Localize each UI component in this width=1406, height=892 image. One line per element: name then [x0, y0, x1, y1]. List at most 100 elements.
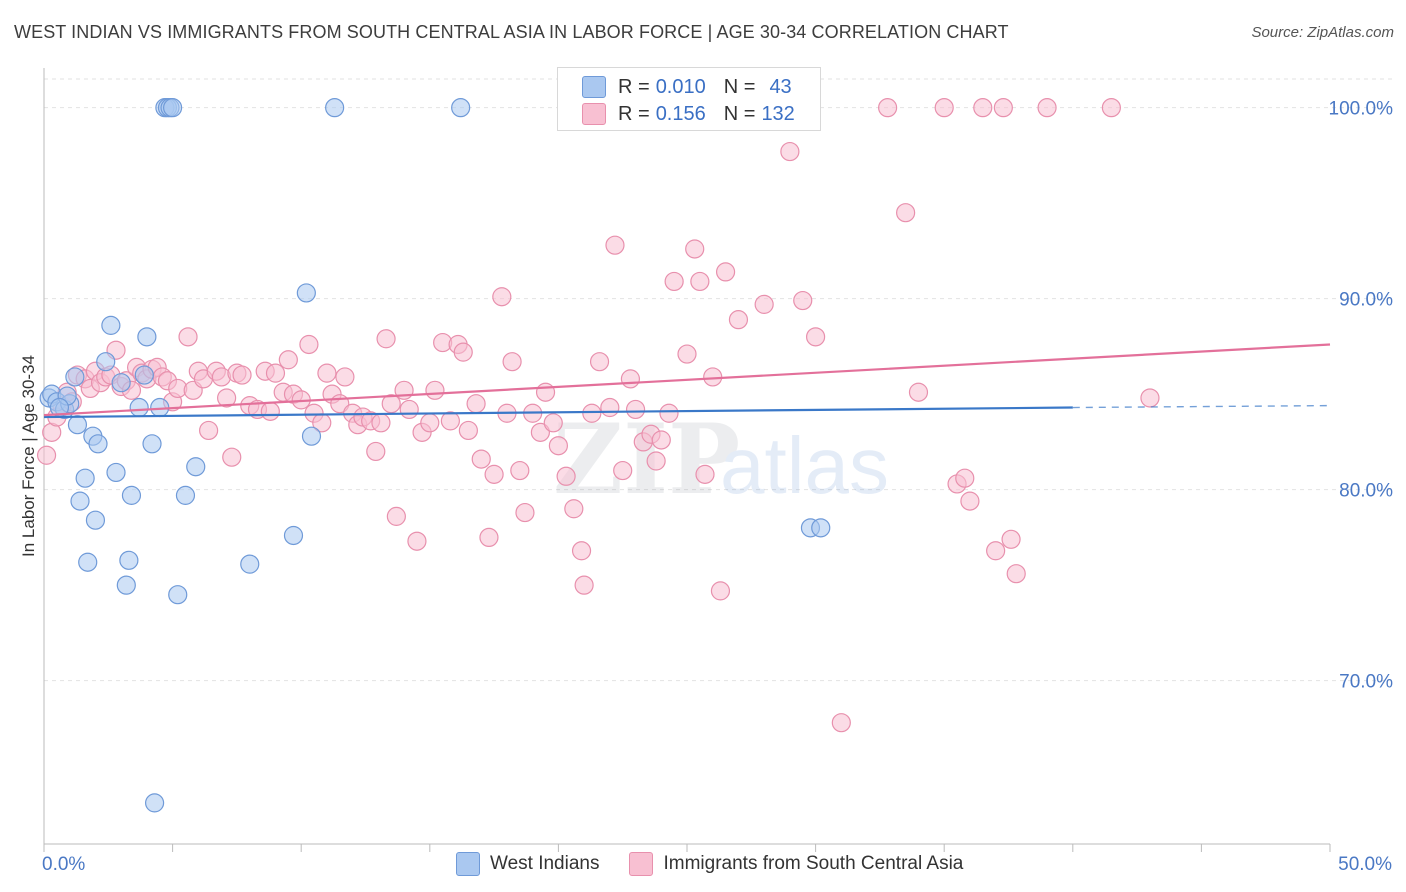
data-point — [96, 352, 116, 372]
data-point — [605, 235, 625, 255]
legend-swatch-immigrants — [629, 852, 654, 876]
data-point — [620, 369, 641, 389]
legend-r-value: 0.156 — [655, 102, 706, 125]
data-point — [811, 518, 831, 538]
data-point — [664, 271, 684, 292]
data-point — [728, 310, 749, 330]
data-point — [67, 415, 88, 435]
data-point — [685, 239, 705, 259]
legend-n-value: 43 — [769, 75, 792, 98]
data-point — [116, 575, 136, 595]
watermark-atlas: atlas — [720, 421, 889, 510]
data-point — [535, 382, 556, 402]
y-tick-label: 100.0% — [1329, 99, 1394, 120]
data-point — [175, 485, 196, 505]
data-point — [376, 329, 396, 349]
data-point — [144, 793, 165, 813]
data-point — [36, 445, 57, 465]
data-point — [129, 397, 149, 418]
data-point — [993, 98, 1013, 118]
data-point — [934, 98, 954, 118]
data-point — [690, 271, 710, 292]
data-point — [119, 550, 139, 570]
watermark-zip: ZIP — [553, 403, 740, 516]
y-tick-label: 80.0% — [1339, 481, 1393, 502]
legend-r-label: R = — [618, 102, 650, 125]
data-point — [695, 464, 715, 484]
data-point — [955, 468, 975, 488]
data-point — [142, 434, 162, 454]
legend-r-value: 0.010 — [655, 75, 706, 98]
legend-r-label: R = — [618, 75, 650, 98]
data-point — [613, 460, 633, 481]
data-point — [625, 399, 646, 420]
data-point — [278, 350, 298, 370]
legend-item-west-indians: West Indians — [456, 852, 599, 876]
data-point — [283, 525, 304, 546]
data-point — [908, 382, 929, 402]
source-credit: Source: ZipAtlas.com — [1251, 24, 1394, 41]
trend-line-west-indians-extension — [1072, 404, 1331, 409]
data-point — [451, 98, 471, 118]
data-point — [1101, 98, 1121, 118]
data-point — [325, 98, 345, 118]
y-tick-label: 70.0% — [1339, 672, 1393, 693]
data-point — [651, 430, 671, 450]
data-point — [780, 141, 800, 162]
trend-line-west-indians — [43, 406, 1073, 419]
x-tick-label: 0.0% — [42, 854, 85, 875]
data-point — [85, 510, 106, 530]
legend-swatch-blue — [582, 76, 606, 98]
data-point — [381, 394, 401, 414]
stats-legend: R = 0.010 N = 43 R = 0.156 N = 132 — [557, 67, 821, 131]
data-point — [168, 585, 188, 605]
data-point — [543, 413, 563, 433]
data-point — [301, 426, 322, 446]
data-point — [366, 441, 386, 462]
trend-line-immigrants — [43, 343, 1331, 417]
data-point — [1001, 529, 1021, 549]
watermark: ZIP atlas — [553, 403, 889, 516]
data-point — [878, 98, 898, 118]
data-point — [973, 98, 993, 118]
data-point — [299, 334, 319, 355]
data-point — [548, 436, 569, 456]
data-point — [1006, 564, 1026, 584]
data-point — [186, 457, 206, 477]
data-point — [335, 367, 355, 387]
data-point — [425, 380, 445, 400]
data-point — [574, 575, 594, 595]
data-point — [88, 434, 108, 454]
data-point — [386, 506, 406, 526]
data-point — [137, 327, 157, 347]
data-point — [265, 363, 286, 383]
data-point — [106, 462, 126, 483]
data-point — [896, 203, 916, 223]
data-point — [178, 327, 198, 347]
y-tick-label: 90.0% — [1339, 290, 1393, 311]
data-point — [703, 367, 723, 387]
data-point — [371, 413, 391, 433]
legend-row-immigrants: R = 0.156 N = 132 — [582, 101, 795, 127]
data-point — [466, 394, 486, 414]
data-point — [831, 713, 851, 733]
data-point — [453, 342, 473, 362]
data-point — [222, 447, 242, 467]
legend-n-value: 132 — [761, 102, 795, 125]
data-point — [556, 466, 576, 486]
tick-labels: 70.0% 80.0% 90.0% 100.0% 0.0% 50.0% In Labor F… — [19, 99, 1393, 875]
data-point — [479, 527, 499, 548]
data-point — [78, 552, 98, 572]
data-point — [65, 367, 85, 387]
data-point — [600, 397, 620, 418]
data-point — [659, 403, 679, 423]
legend-row-west-indians: R = 0.010 N = 43 — [582, 74, 792, 100]
data-point — [458, 420, 478, 441]
data-point — [986, 541, 1006, 561]
legend-n-label: N = — [723, 102, 756, 125]
data-point — [710, 581, 731, 601]
data-point — [399, 399, 419, 420]
data-point — [134, 365, 154, 385]
data-point — [754, 294, 774, 314]
